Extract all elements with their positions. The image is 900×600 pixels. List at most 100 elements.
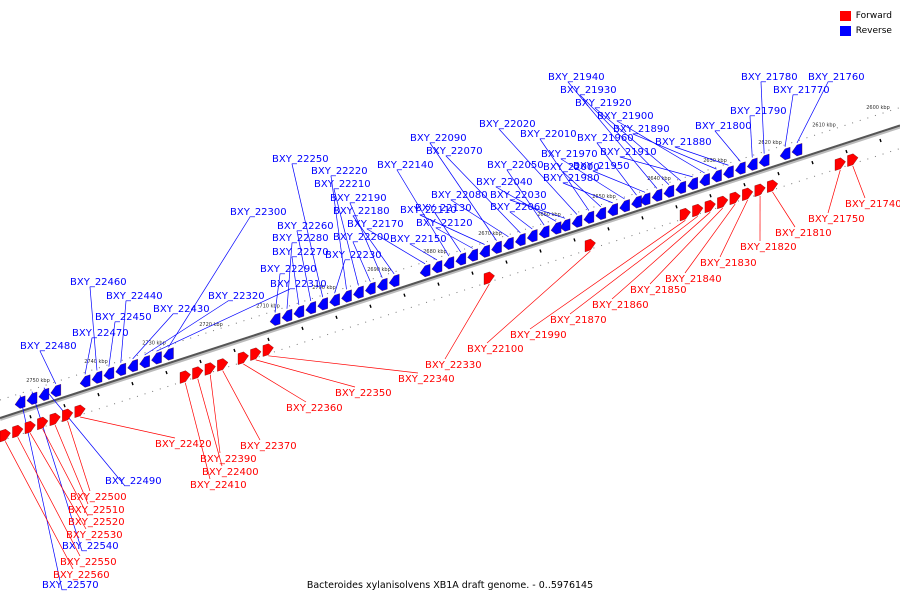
gene-label: BXY_22190 — [330, 193, 387, 204]
reverse-gene-arrow — [711, 169, 722, 183]
track-tick — [301, 326, 304, 331]
track-tick — [63, 403, 66, 408]
gene-leader-line — [43, 387, 126, 487]
gene-label: BXY_22290 — [260, 264, 317, 275]
gene-leader-line — [562, 171, 602, 208]
gene-leader-line — [29, 433, 87, 530]
reverse-gene-arrow — [583, 210, 595, 224]
gene-leader-line — [274, 273, 281, 313]
gene-leader-line — [444, 283, 490, 360]
reverse-gene-arrow — [595, 206, 606, 220]
reverse-gene-arrow — [479, 244, 490, 258]
track-tick — [811, 160, 814, 165]
forward-gene-arrow — [204, 362, 216, 376]
reverse-gene-arrow — [503, 236, 514, 250]
scale-tick-label: 2670 kbp — [478, 231, 502, 237]
gene-label: BXY_22370 — [240, 441, 297, 452]
reverse-gene-arrow — [791, 143, 803, 157]
gene-label: BXY_22060 — [490, 202, 547, 213]
gene-label: BXY_22000 — [543, 162, 600, 173]
gene-leader-line — [498, 128, 578, 215]
gene-leader-line — [79, 416, 176, 439]
reverse-gene-arrow — [103, 366, 115, 380]
track-tick — [233, 348, 236, 353]
gene-leader-line — [222, 370, 261, 441]
gene-label: BXY_22360 — [286, 403, 343, 414]
gene-label: BXY_21770 — [773, 85, 830, 96]
gene-leader-line — [674, 146, 729, 166]
gene-label: BXY_21800 — [695, 121, 752, 132]
gene-label: BXY_22200 — [333, 232, 390, 243]
gene-leader-line — [396, 169, 450, 257]
gene-leader-line — [560, 158, 625, 200]
track-tick — [777, 171, 780, 176]
forward-gene-arrow — [679, 208, 691, 222]
gene-leader-line — [296, 230, 312, 302]
reverse-gene-arrow — [163, 347, 174, 361]
reverse-gene-arrow — [26, 391, 38, 405]
track-tick — [131, 381, 134, 386]
gene-leader-line — [42, 428, 89, 517]
gene-leader-line — [209, 374, 221, 454]
track-tick — [267, 337, 270, 342]
reverse-gene-arrow — [139, 355, 150, 369]
gene-leader-line — [529, 219, 686, 330]
gene-label: BXY_22500 — [70, 492, 127, 503]
gene-leader-line — [509, 211, 533, 230]
gene-label: BXY_22230 — [325, 250, 382, 261]
scale-tick-label: 2660 kbp — [537, 212, 561, 218]
track-tick — [675, 205, 678, 209]
gene-label: BXY_22440 — [106, 291, 163, 302]
gene-leader-line — [184, 382, 211, 480]
gene-label: BXY_22530 — [66, 530, 123, 541]
gene-label: BXY_22130 — [415, 203, 472, 214]
forward-gene-arrow — [483, 271, 495, 285]
gene-label: BXY_22470 — [72, 328, 129, 339]
gene-leader-line — [409, 243, 438, 261]
reverse-gene-arrow — [746, 157, 758, 171]
reverse-gene-arrow — [376, 277, 388, 291]
reverse-gene-arrow — [115, 362, 126, 376]
gene-leader-line — [144, 300, 229, 356]
gene-label: BXY_22080 — [431, 190, 488, 201]
gene-label: BXY_22140 — [377, 160, 434, 171]
track-tick — [97, 392, 100, 397]
reverse-gene-arrow — [79, 374, 91, 388]
scale-tick-label: 2640 kbp — [647, 176, 671, 182]
gene-leader-line — [4, 441, 74, 570]
gene-label: BXY_22350 — [335, 388, 392, 399]
forward-gene-arrow — [0, 429, 11, 443]
gene-label: BXY_22420 — [155, 439, 212, 450]
forward-gene-arrow — [217, 358, 229, 372]
legend-forward-label: Forward — [855, 10, 892, 21]
track-tick — [165, 370, 168, 375]
gene-leader-line — [495, 186, 557, 222]
gene-label: BXY_21950 — [573, 161, 630, 172]
gene-leader-line — [291, 163, 324, 298]
gene-leader-line — [156, 288, 291, 352]
gene-leader-line — [619, 156, 693, 178]
gene-label: BXY_22260 — [277, 221, 334, 232]
gene-leader-line — [168, 216, 251, 348]
track-tick — [505, 260, 508, 264]
scale-tick-label: 2650 kbp — [592, 194, 616, 200]
reverse-gene-arrow — [305, 301, 317, 315]
gene-label: BXY_21740 — [845, 199, 900, 210]
gene-label: BXY_21780 — [741, 72, 798, 83]
gene-leader-line — [120, 300, 127, 363]
gene-leader-line — [349, 202, 383, 278]
gene-leader-line — [486, 250, 591, 344]
reverse-gene-arrow — [353, 285, 364, 299]
gene-label: BXY_22480 — [20, 341, 77, 352]
track-tick — [743, 182, 746, 187]
gene-label: BXY_22020 — [479, 119, 536, 130]
reverse-gene-arrow — [631, 195, 642, 209]
reverse-gene-arrow — [50, 384, 61, 398]
legend-reverse: Reverse — [839, 23, 892, 38]
gene-leader-line — [197, 378, 223, 467]
gene-leader-line — [827, 169, 841, 214]
gene-label: BXY_21830 — [700, 258, 757, 269]
gene-label: BXY_21750 — [808, 214, 865, 225]
gene-leader-line — [67, 420, 91, 492]
gene-label: BXY_21930 — [560, 85, 617, 96]
